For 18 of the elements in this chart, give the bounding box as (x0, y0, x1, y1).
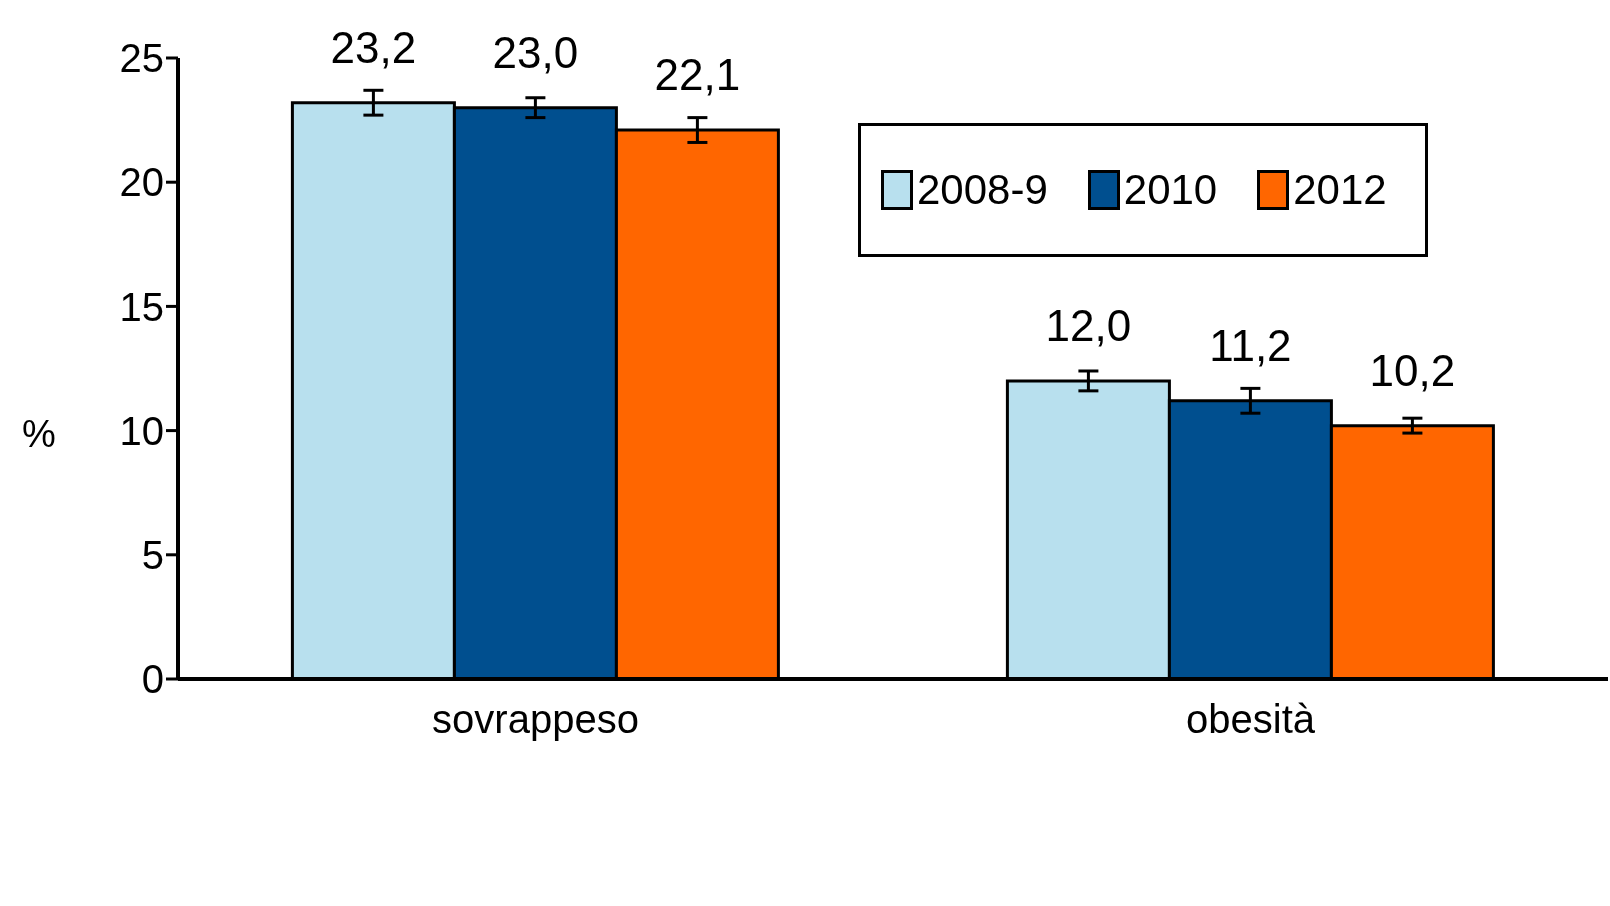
data-label: 12,0 (1045, 300, 1132, 350)
data-label: 10,2 (1369, 345, 1456, 395)
y-tick-label: 10 (119, 408, 164, 453)
data-label: 23,2 (330, 22, 417, 72)
legend-label: 2008-9 (917, 166, 1048, 214)
y-tick-label: 0 (141, 657, 164, 702)
x-tick-label: sovrappeso (432, 697, 639, 742)
data-label: 11,2 (1209, 320, 1292, 370)
legend-label: 2012 (1293, 166, 1387, 214)
y-tick-label: 20 (119, 160, 164, 205)
legend-label: 2010 (1123, 166, 1218, 214)
x-tick-label: obesità (1186, 697, 1316, 742)
y-axis-title: % (22, 413, 56, 456)
y-tick-label: 5 (141, 533, 164, 577)
y-tick-label: 25 (119, 36, 164, 81)
data-label: 22,1 (654, 50, 741, 100)
data-label: 23,0 (492, 27, 579, 77)
y-tick-label: 15 (119, 284, 164, 329)
